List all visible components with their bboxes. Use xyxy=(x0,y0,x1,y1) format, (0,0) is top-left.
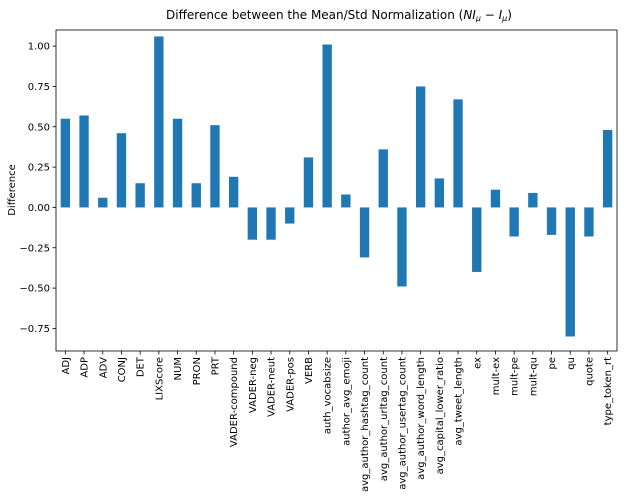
bar-VADER-neg xyxy=(247,207,258,240)
bar-avg_author_word_length xyxy=(415,86,426,208)
x-tick-label: ADP xyxy=(80,357,91,378)
x-tick-label: type_token_rt xyxy=(603,357,614,425)
x-tick-label: PRT xyxy=(210,356,221,375)
bar-PRT xyxy=(210,125,220,208)
x-tick-label: qu xyxy=(566,357,577,370)
bar-CONJ xyxy=(116,133,127,208)
chart-title-math-2: μ xyxy=(475,14,481,23)
bar-mult-qu xyxy=(528,192,538,208)
bar-VADER-pos xyxy=(285,207,295,224)
x-axis-ticks: ADJ ADP ADV CONJ DET LIXScore NUM PRON PRT VADER-… xyxy=(61,351,614,492)
y-tick-label: 0.25 xyxy=(28,163,50,174)
x-tick-label: VERB xyxy=(304,357,315,384)
bar-PRON xyxy=(191,183,201,208)
bar-DET xyxy=(135,183,145,208)
y-axis-ticks: −0.75 −0.50 −0.25 0.00 0.25 0.50 0.75 1.00 xyxy=(19,42,56,335)
x-tick-label: ex xyxy=(472,357,483,369)
bar-LIXScore xyxy=(154,36,164,208)
chart-title: Difference between the Mean/Std Normaliz… xyxy=(166,8,512,23)
bar-ADP xyxy=(79,115,89,208)
chart-title-math-3: − xyxy=(481,8,499,22)
y-axis-label: Difference xyxy=(7,164,18,216)
y-tick-label: 0.50 xyxy=(28,122,50,133)
chart-title-math-5: μ xyxy=(501,14,507,23)
x-tick-label: mult-ex xyxy=(491,357,502,395)
x-tick-label: VADER-neut xyxy=(267,357,278,417)
x-tick-label: LIXScore xyxy=(154,357,165,400)
y-tick-label: −0.25 xyxy=(19,243,50,254)
x-tick-label: pe xyxy=(547,357,558,370)
bar-avg_tweet_length xyxy=(453,99,463,208)
bar-avg_capital_lower_ratio xyxy=(434,178,445,208)
x-tick-label: CONJ xyxy=(117,357,128,382)
bar-ADJ xyxy=(60,118,71,208)
bar-author_avg_emoji xyxy=(341,194,351,208)
bar-avg_author_urltag_count xyxy=(378,149,388,208)
x-tick-label: avg_tweet_length xyxy=(454,357,465,446)
chart-title-math-1: NI xyxy=(463,8,476,22)
plot-frame xyxy=(55,29,618,352)
bar-VERB xyxy=(303,157,314,208)
bar-VADER-neut xyxy=(266,207,276,240)
x-tick-label: mult-pe xyxy=(510,357,521,396)
x-tick-label: avg_capital_lower_ratio xyxy=(435,357,446,474)
x-tick-label: avg_author_urltag_count xyxy=(379,357,390,481)
x-tick-label: avg_author_hashtag_count xyxy=(360,357,371,492)
x-tick-label: VADER-compound xyxy=(229,357,240,447)
x-tick-label: PRON xyxy=(192,357,203,385)
x-tick-label: VADER-neg xyxy=(248,357,259,413)
x-tick-label: VADER-pos xyxy=(285,357,296,412)
y-tick-label: −0.50 xyxy=(19,284,50,295)
x-tick-label: DET xyxy=(136,356,147,377)
chart-title-math-4: I xyxy=(499,8,503,22)
y-tick-label: 0.75 xyxy=(28,82,50,93)
bar-type_token_rt xyxy=(602,130,613,208)
chart-title-suffix: ) xyxy=(507,8,512,22)
bar-ADV xyxy=(98,197,108,208)
x-tick-label: avg_author_usertag_count xyxy=(397,357,408,490)
chart-title-prefix: Difference between the Mean/Std Normaliz… xyxy=(166,8,463,22)
x-tick-label: ADV xyxy=(98,357,109,378)
bar-avg_author_usertag_count xyxy=(397,207,407,287)
bar-ex xyxy=(472,207,482,272)
bar-NUM xyxy=(172,118,183,208)
x-tick-label: auth_vocabsize xyxy=(323,357,334,434)
x-tick-label: avg_author_word_length xyxy=(416,357,427,480)
bar-auth_vocabsize xyxy=(322,44,332,208)
x-tick-label: mult-qu xyxy=(528,357,539,396)
bar-VADER-compound xyxy=(228,176,239,208)
y-tick-label: 0.00 xyxy=(28,203,50,214)
bars-group xyxy=(60,36,613,337)
bar-mult-pe xyxy=(509,207,519,237)
bar-mult-ex xyxy=(490,189,501,208)
x-tick-label: quote xyxy=(584,357,595,386)
bar-qu xyxy=(565,207,575,337)
bar-avg_author_hashtag_count xyxy=(359,207,370,258)
x-tick-label: ADJ xyxy=(61,357,72,375)
y-tick-label: −0.75 xyxy=(19,324,50,335)
y-tick-label: 1.00 xyxy=(28,42,50,53)
x-tick-label: author_avg_emoji xyxy=(341,357,352,446)
x-tick-label: NUM xyxy=(173,357,184,380)
bar-quote xyxy=(584,207,594,237)
bar-pe xyxy=(546,207,557,235)
